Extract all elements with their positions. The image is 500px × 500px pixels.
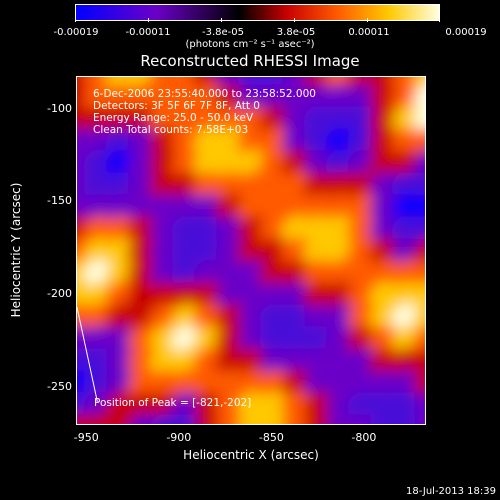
intensity-blob (414, 414, 425, 424)
intensity-blob (238, 413, 270, 424)
intensity-blob (304, 413, 336, 424)
intensity-blob (282, 413, 314, 424)
x-axis-label: Heliocentric X (arcsec) (183, 448, 319, 462)
chart-title: Reconstructed RHESSI Image (140, 52, 360, 70)
intensity-blob (194, 413, 226, 424)
intensity-blob (172, 413, 204, 424)
intensity-blob (106, 413, 138, 424)
plot-frame (76, 76, 426, 425)
y-axis-label: Heliocentric Y (arcsec) (9, 182, 23, 318)
intensity-blob (84, 413, 116, 424)
intensity-blob (370, 413, 402, 424)
colorbar-units: (photons cm⁻² s⁻¹ asec⁻²) (185, 39, 315, 50)
heatmap-image (77, 77, 425, 424)
colorbar-tick-label: 0.00011 (348, 27, 390, 38)
x-tick-label: -950 (73, 431, 99, 444)
colorbar-tick-label: -0.00019 (53, 27, 99, 38)
colorbar-tick-label: 3.8e-05 (276, 27, 316, 38)
peak-position-label: Position of Peak = [-821,-202] (94, 397, 252, 409)
time-range-label: 6-Dec-2006 23:55:40.000 to 23:58:52.000 (93, 88, 316, 100)
clean-counts-label: Clean Total counts: 7.58E+03 (93, 124, 249, 136)
timestamp: 18-Jul-2013 18:39 (405, 486, 496, 497)
colorbar-tick-label: -0.00011 (125, 27, 171, 38)
y-tick-label: -150 (47, 194, 72, 208)
x-tick-label: -850 (258, 431, 284, 444)
colorbar-tick-label: -3.8e-05 (202, 27, 244, 38)
intensity-blob (392, 413, 424, 424)
colorbar-tickmark (221, 18, 222, 22)
colorbar-tickmark (148, 18, 149, 22)
colorbar-tickmark (75, 18, 76, 22)
y-tick-label: -100 (47, 101, 72, 115)
colorbar-tickmark (367, 18, 368, 22)
detectors-label: Detectors: 3F 5F 6F 7F 8F, Att 0 (93, 100, 260, 112)
intensity-blob (216, 413, 248, 424)
intensity-blob (150, 413, 182, 424)
x-tick-label: -800 (351, 431, 377, 444)
y-tick-label: -200 (47, 287, 72, 301)
peak-indicator-line (76, 306, 98, 402)
intensity-blob (348, 413, 380, 424)
colorbar-tickmark (294, 18, 295, 22)
x-tick-label: -900 (166, 431, 192, 444)
colorbar-tick-label: 0.00019 (445, 27, 487, 38)
energy-range-label: Energy Range: 25.0 - 50.0 keV (93, 112, 254, 124)
colorbar (75, 4, 440, 21)
colorbar-tickmark (439, 18, 440, 22)
intensity-blob (260, 413, 292, 424)
intensity-blob (128, 413, 160, 424)
intensity-blob (326, 413, 358, 424)
y-tick-label: -250 (47, 379, 72, 393)
